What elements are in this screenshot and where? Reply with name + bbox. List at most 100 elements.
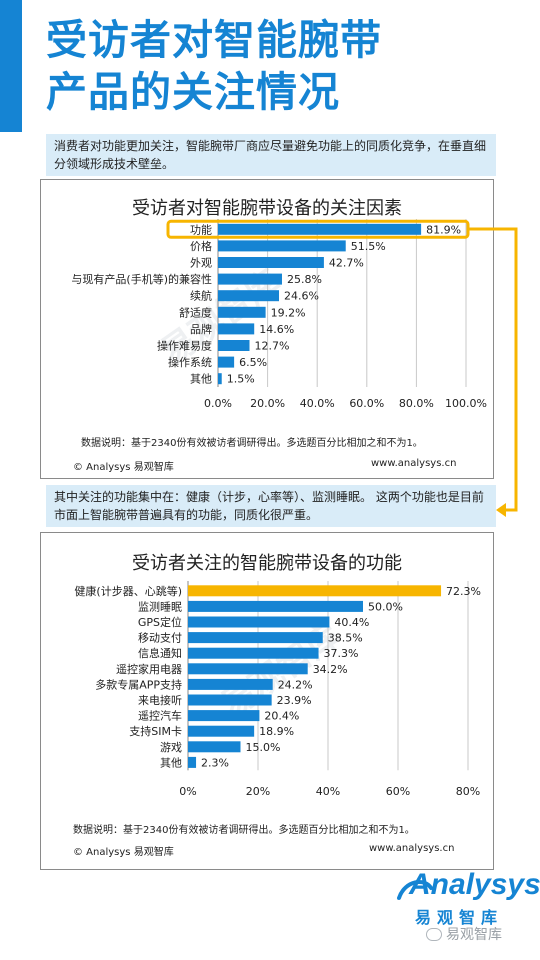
category-label: 游戏 bbox=[160, 741, 182, 754]
bar bbox=[188, 694, 272, 706]
bar bbox=[218, 373, 222, 385]
bar bbox=[188, 710, 260, 722]
bar bbox=[218, 290, 280, 302]
data-label: 18.9% bbox=[259, 725, 294, 738]
page-title: 受访者对智能腕带 产品的关注情况 bbox=[46, 14, 516, 118]
data-label: 50.0% bbox=[368, 600, 403, 613]
logo-swoosh-icon bbox=[397, 880, 433, 900]
x-tick-label: 20% bbox=[246, 785, 270, 798]
analysys-logo: Analysys 易观智库 bbox=[395, 868, 540, 938]
data-label: 40.4% bbox=[334, 616, 369, 629]
data-label: 34.2% bbox=[313, 663, 348, 676]
category-label: 续航 bbox=[190, 289, 212, 303]
bar bbox=[188, 741, 241, 753]
category-label: 来电接听 bbox=[138, 694, 182, 707]
category-label: 多款专属APP支持 bbox=[95, 677, 182, 691]
x-tick-label: 20.0% bbox=[250, 397, 285, 410]
data-label: 24.2% bbox=[278, 678, 313, 691]
data-label: 12.7% bbox=[254, 340, 289, 353]
callout-arrow-head bbox=[496, 503, 506, 517]
wechat-account-name: 易观智库 bbox=[446, 927, 502, 943]
bar bbox=[188, 585, 442, 597]
insight-note-1: 消费者对功能更加关注，智能腕带厂商应尽量避免功能上的同质化竞争，在垂直细分领域形… bbox=[46, 134, 496, 176]
category-label: 品牌 bbox=[190, 322, 212, 336]
bar bbox=[218, 273, 282, 285]
bar bbox=[218, 257, 324, 268]
data-label: 72.3% bbox=[446, 585, 481, 598]
data-label: 14.6% bbox=[259, 323, 294, 336]
wechat-account: 易观智库 bbox=[426, 924, 502, 944]
chart-2-title: 受访者关注的智能腕带设备的功能 bbox=[132, 553, 402, 574]
bar bbox=[218, 306, 266, 318]
data-label: 81.9% bbox=[426, 223, 461, 236]
data-label: 38.5% bbox=[328, 632, 363, 645]
bar bbox=[188, 663, 308, 675]
data-label: 23.9% bbox=[277, 694, 312, 707]
x-tick-label: 60% bbox=[386, 785, 410, 798]
data-label: 42.7% bbox=[329, 257, 364, 270]
chart-2-credit: © Analysys 易观智库 bbox=[73, 847, 174, 858]
bar bbox=[218, 323, 255, 335]
category-label: 信息通知 bbox=[138, 646, 182, 660]
chart-1-title: 受访者对智能腕带设备的关注因素 bbox=[132, 198, 402, 219]
bar bbox=[188, 632, 323, 644]
x-tick-label: 40.0% bbox=[300, 397, 335, 410]
chart-2-website: www.analysys.cn bbox=[369, 843, 455, 854]
bar bbox=[188, 725, 255, 737]
chart-1-website: www.analysys.cn bbox=[371, 458, 457, 469]
data-label: 25.8% bbox=[287, 273, 322, 286]
category-label: 外观 bbox=[190, 257, 212, 270]
bar bbox=[188, 756, 197, 768]
data-label: 51.5% bbox=[351, 240, 386, 253]
logo-cn: 易观智库 bbox=[415, 908, 504, 927]
data-label: 37.3% bbox=[324, 647, 359, 660]
bar bbox=[218, 240, 346, 252]
data-label: 6.5% bbox=[239, 356, 267, 369]
category-label: 价格 bbox=[190, 239, 212, 253]
insight-note-2: 其中关注的功能集中在：健康（计步，心率等）、监测睡眠。 这两个功能也是目前市面上… bbox=[46, 485, 496, 527]
category-label: 移动支付 bbox=[138, 632, 182, 645]
x-tick-label: 100.0% bbox=[445, 397, 487, 410]
category-label: 与现有产品(手机等)的兼容性 bbox=[71, 272, 212, 286]
logo-word: Analysys bbox=[409, 868, 540, 901]
x-tick-label: 0% bbox=[179, 785, 196, 798]
x-tick-label: 0.0% bbox=[204, 397, 232, 410]
bar bbox=[218, 356, 235, 368]
category-label: 操作难易度 bbox=[157, 339, 212, 353]
data-label: 20.4% bbox=[264, 710, 299, 723]
bar bbox=[218, 223, 422, 235]
title-accent-bar bbox=[0, 0, 22, 132]
category-label: 健康(计步器、心跳等) bbox=[74, 584, 182, 598]
page-title-line1: 受访者对智能腕带 bbox=[46, 16, 382, 64]
chart-1-credit: © Analysys 易观智库 bbox=[73, 462, 174, 473]
category-label: 舒适度 bbox=[179, 305, 212, 319]
x-tick-label: 80.0% bbox=[399, 397, 434, 410]
chart-2-plot: 0% 20% 40% 60% 80% 健康(计步器、心跳等) 72.3% 监测睡眠 50.0% G… bbox=[74, 581, 481, 798]
category-label: 操作系统 bbox=[168, 355, 212, 369]
category-label: 其他 bbox=[190, 373, 212, 386]
bar bbox=[188, 600, 363, 612]
category-label: 其他 bbox=[160, 756, 182, 769]
category-label: 支持SIM卡 bbox=[129, 724, 182, 738]
category-label: 遥控汽车 bbox=[138, 709, 182, 723]
x-tick-label: 80% bbox=[456, 785, 480, 798]
category-label: 功能 bbox=[190, 222, 212, 236]
category-label: 遥控家用电器 bbox=[116, 662, 182, 676]
data-label: 15.0% bbox=[246, 741, 281, 754]
bar bbox=[188, 616, 330, 628]
bar bbox=[188, 678, 273, 690]
bar bbox=[188, 647, 319, 659]
data-label: 24.6% bbox=[284, 290, 319, 303]
category-label: 监测睡眠 bbox=[138, 600, 182, 613]
x-tick-label: 60.0% bbox=[349, 397, 384, 410]
chart-attention-factors: 受访者对智能腕带设备的关注因素 易观智库 0.0%20.0%40.0%60.0%… bbox=[40, 179, 494, 479]
chart-attention-functions: 受访者关注的智能腕带设备的功能 易观智库 0%20%40%60%80%健康(计步… bbox=[40, 532, 494, 870]
wechat-icon bbox=[426, 928, 442, 941]
data-label: 19.2% bbox=[271, 306, 306, 319]
bar bbox=[218, 340, 250, 351]
chart-1-footnote: 数据说明：基于2340份有效被访者调研得出。多选题百分比相加之和不为1。 bbox=[81, 438, 423, 449]
data-label: 1.5% bbox=[227, 373, 255, 386]
page-title-line2: 产品的关注情况 bbox=[46, 68, 340, 116]
x-tick-label: 40% bbox=[316, 785, 340, 798]
chart-2-footnote: 数据说明：基于2340份有效被访者调研得出。多选题百分比相加之和不为1。 bbox=[73, 825, 415, 836]
